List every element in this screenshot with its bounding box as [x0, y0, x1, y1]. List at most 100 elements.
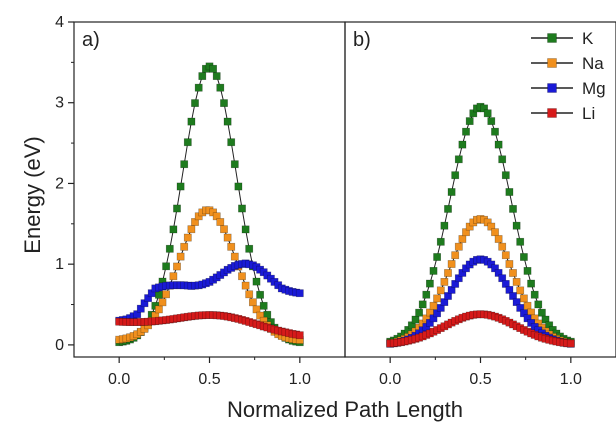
legend-label: Mg — [582, 79, 606, 98]
x-tick-label: 0.5 — [469, 371, 491, 388]
data-point-k — [234, 182, 243, 191]
data-point-na — [429, 301, 438, 310]
data-point-k — [227, 138, 236, 147]
data-point-k — [501, 171, 510, 180]
data-point-k — [527, 279, 535, 288]
data-point-na — [454, 242, 463, 251]
data-point-k — [223, 117, 232, 126]
data-point-k — [491, 127, 499, 136]
data-point-k — [465, 117, 474, 125]
series-mg-a — [115, 259, 304, 325]
data-point-na — [440, 277, 449, 286]
data-point-k — [411, 315, 420, 324]
data-point-k — [220, 99, 228, 107]
data-point-k — [407, 321, 416, 330]
data-point-k — [187, 117, 196, 126]
data-point-na — [509, 269, 517, 277]
data-point-k — [194, 83, 203, 92]
legend-swatch — [547, 108, 557, 118]
data-point-na — [436, 286, 445, 295]
legend: K Na Mg Li — [531, 29, 606, 123]
data-point-na — [230, 252, 239, 261]
data-point-na — [451, 251, 460, 260]
data-point-k — [523, 266, 532, 275]
data-point-k — [444, 205, 452, 213]
data-point-na — [216, 218, 225, 226]
data-point-na — [187, 225, 196, 234]
data-point-na — [523, 301, 532, 310]
legend-item-mg: Mg — [531, 79, 606, 98]
data-point-k — [433, 253, 441, 261]
data-point-k — [415, 308, 423, 317]
data-point-k — [245, 244, 254, 253]
data-point-na — [447, 260, 456, 268]
legend-label: K — [582, 29, 594, 48]
data-point-k — [180, 160, 189, 169]
data-point-na — [158, 298, 167, 307]
data-point-na — [505, 260, 514, 268]
data-point-k — [176, 182, 185, 191]
y-tick-label: 3 — [55, 95, 64, 112]
data-point-k — [252, 277, 261, 286]
data-point-k — [447, 188, 456, 196]
data-point-mg — [519, 309, 528, 318]
data-point-na — [245, 290, 254, 299]
data-point-k — [519, 253, 528, 261]
data-point-k — [191, 99, 199, 107]
data-point-na — [462, 228, 470, 237]
data-point-k — [230, 160, 239, 169]
x-tick-label: 0.0 — [379, 371, 401, 388]
data-point-k — [238, 204, 246, 213]
data-point-na — [238, 272, 246, 281]
panel-b: 0.0 0.5 1.0 b) — [344, 21, 616, 388]
legend-swatch — [547, 83, 557, 93]
data-point-k — [422, 290, 431, 299]
data-point-mg — [295, 289, 304, 298]
y-tick-label: 4 — [55, 14, 64, 31]
y-tick-label: 0 — [55, 337, 64, 354]
data-point-k — [183, 138, 192, 147]
data-point-na — [180, 242, 189, 251]
series-li-b — [386, 310, 575, 348]
data-point-k — [530, 290, 539, 299]
data-point-mg — [487, 260, 496, 269]
x-tick-label: 0.5 — [198, 371, 220, 388]
data-point-na — [512, 277, 521, 286]
legend-label: Na — [582, 54, 604, 73]
data-point-mg — [462, 264, 470, 273]
data-point-k — [241, 225, 250, 234]
series-k-b — [386, 102, 575, 346]
data-point-k — [425, 279, 434, 288]
x-tick-label: 1.0 — [560, 371, 582, 388]
data-point-li — [566, 339, 575, 348]
panel-label-b: b) — [353, 29, 371, 51]
series-li-a — [115, 311, 304, 340]
data-point-na — [173, 262, 181, 271]
data-point-na — [191, 218, 199, 226]
data-point-k — [487, 117, 496, 125]
panel-a: 0.0 0.5 1.0 0 1 2 3 4 a) — [55, 14, 346, 388]
data-point-na — [227, 242, 236, 251]
data-point-na — [162, 290, 170, 299]
data-point-na — [491, 228, 499, 237]
data-point-k — [173, 204, 181, 213]
x-tick-label: 1.0 — [289, 371, 311, 388]
data-point-mg — [516, 303, 525, 312]
data-point-na — [494, 235, 503, 243]
data-point-na — [223, 233, 232, 242]
data-point-k — [429, 266, 438, 275]
data-point-na — [501, 251, 510, 260]
data-point-k — [436, 237, 445, 246]
data-point-na — [444, 269, 452, 277]
series-line-k — [390, 106, 571, 343]
data-point-k — [494, 140, 503, 149]
data-point-k — [212, 72, 221, 80]
data-point-na — [220, 225, 228, 234]
data-point-k — [498, 155, 507, 164]
data-point-li — [295, 331, 304, 340]
data-point-mg — [433, 309, 441, 318]
data-point-na — [487, 222, 496, 231]
data-point-k — [458, 140, 467, 149]
data-point-k — [162, 262, 170, 271]
